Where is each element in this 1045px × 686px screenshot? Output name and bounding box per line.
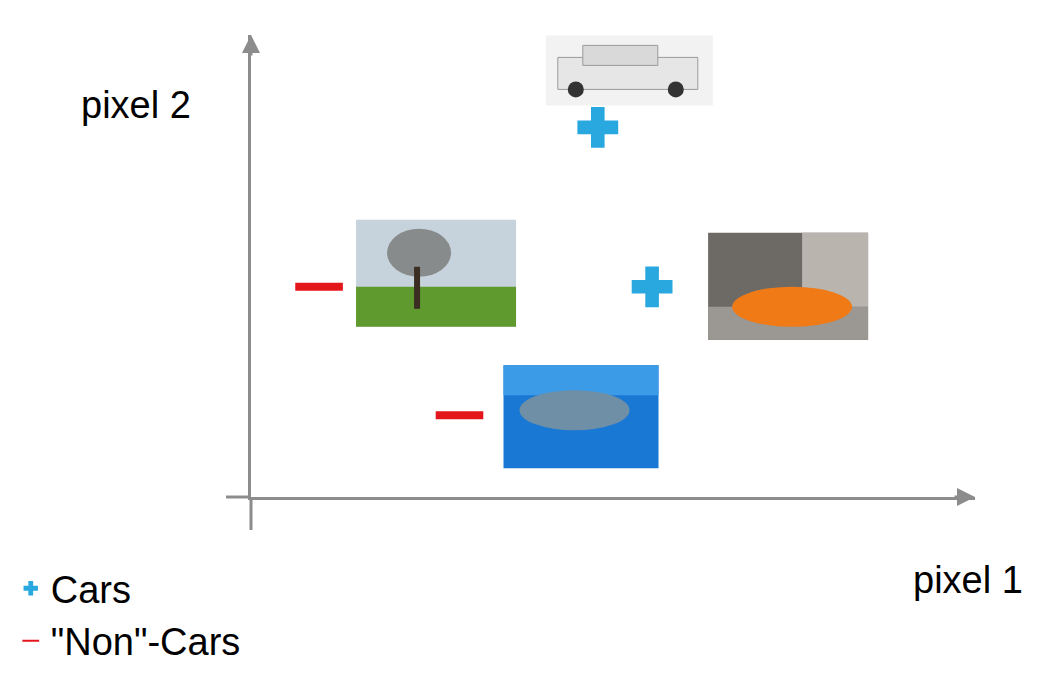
- svg-text:pixel 1: pixel 1: [913, 559, 1023, 601]
- svg-text:pixel 2: pixel 2: [81, 84, 191, 126]
- svg-text:"Non"-Cars: "Non"-Cars: [51, 621, 241, 663]
- svg-text:Cars: Cars: [51, 569, 131, 611]
